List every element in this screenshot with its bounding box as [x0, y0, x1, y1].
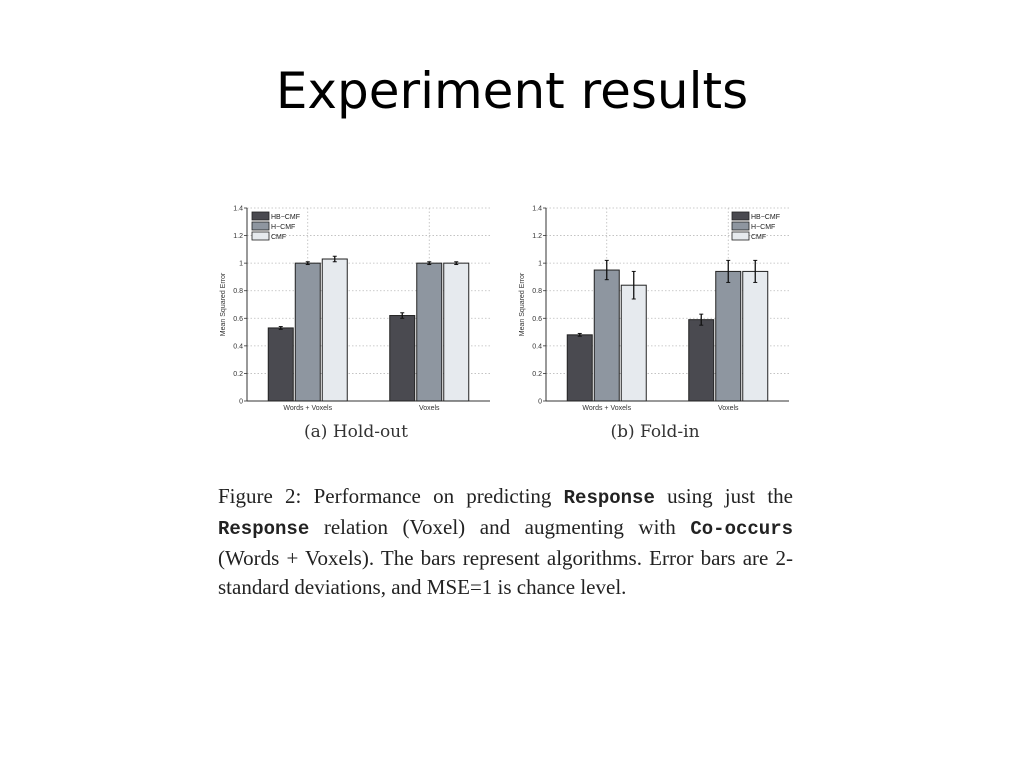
bar-hb-cmf-words-voxels	[566, 334, 593, 402]
x-tick-label: Words + Voxels	[283, 405, 332, 412]
bar-hb-cmf-voxels	[389, 315, 416, 402]
legend-swatch	[731, 231, 750, 241]
legend-swatch	[731, 211, 750, 221]
y-tick-label: 1	[538, 261, 542, 268]
y-tick-label: 0.2	[532, 371, 542, 378]
legend-label: CMF	[271, 234, 286, 241]
y-tick-label: 0.4	[233, 343, 243, 350]
legend-swatch	[731, 221, 750, 231]
bar-h-cmf-voxels	[416, 262, 443, 402]
chart-fold-in: 0 0.2 0.4 0.6 0.8 1 1.2 1.4 Words + Voxels Voxels…	[519, 206, 789, 412]
figure-caption: Figure 2: Performance on predicting Resp…	[218, 482, 793, 602]
caption-text-1: Figure 2: Performance on predicting	[218, 484, 564, 508]
y-tick-label: 0.6	[532, 316, 542, 323]
y-tick-label: 0.8	[233, 288, 243, 295]
legend-label: HB−CMF	[751, 214, 780, 221]
subcaption-hold-out: (a) Hold-out	[304, 422, 408, 442]
y-tick-label: 1.4	[532, 206, 542, 213]
caption-text-2: using just the	[654, 484, 793, 508]
x-tick-label: Words + Voxels	[582, 405, 631, 412]
y-tick-label: 1.2	[233, 233, 243, 240]
y-axis-label: Mean Squared Error	[519, 272, 526, 336]
caption-text-4: (Words + Voxels). The bars represent alg…	[218, 546, 793, 599]
y-tick-label: 0	[538, 399, 542, 406]
y-tick-label: 1	[239, 261, 243, 268]
x-tick-label: Voxels	[718, 405, 739, 412]
bar-hb-cmf-words-voxels	[267, 327, 294, 402]
bar-h-cmf-words-voxels	[593, 269, 620, 402]
legend-label: H−CMF	[751, 224, 775, 231]
legend-swatch	[251, 231, 270, 241]
caption-code-response-1: Response	[563, 487, 655, 509]
bar-cmf-voxels	[742, 270, 769, 402]
caption-code-response-2: Response	[218, 518, 310, 540]
slide-title: Experiment results	[275, 62, 749, 120]
bar-cmf-words-voxels	[321, 258, 348, 402]
caption-code-co-occurs: Co-occurs	[690, 518, 793, 540]
bar-h-cmf-voxels	[715, 270, 742, 402]
subcaption-fold-in: (b) Fold-in	[610, 422, 700, 442]
y-tick-label: 0.6	[233, 316, 243, 323]
y-tick-label: 0.8	[532, 288, 542, 295]
legend-label: CMF	[751, 234, 766, 241]
y-tick-label: 0	[239, 399, 243, 406]
y-tick-label: 1.2	[532, 233, 542, 240]
y-axis-label: Mean Squared Error	[220, 272, 227, 336]
x-tick-label: Voxels	[419, 405, 440, 412]
bar-cmf-words-voxels	[620, 284, 647, 402]
chart-hold-out: 0 0.2 0.4 0.6 0.8 1 1.2 1.4 Words + Voxels Voxels…	[220, 206, 490, 412]
bar-cmf-voxels	[443, 262, 470, 402]
bar-h-cmf-words-voxels	[294, 262, 321, 402]
y-tick-label: 1.4	[233, 206, 243, 213]
bar-hb-cmf-voxels	[688, 319, 715, 402]
y-tick-label: 0.2	[233, 371, 243, 378]
legend-label: H−CMF	[271, 224, 295, 231]
legend-swatch	[251, 211, 270, 221]
caption-text-3: relation (Voxel) and augmenting with	[309, 515, 691, 539]
legend-swatch	[251, 221, 270, 231]
y-tick-label: 0.4	[532, 343, 542, 350]
legend-label: HB−CMF	[271, 214, 300, 221]
